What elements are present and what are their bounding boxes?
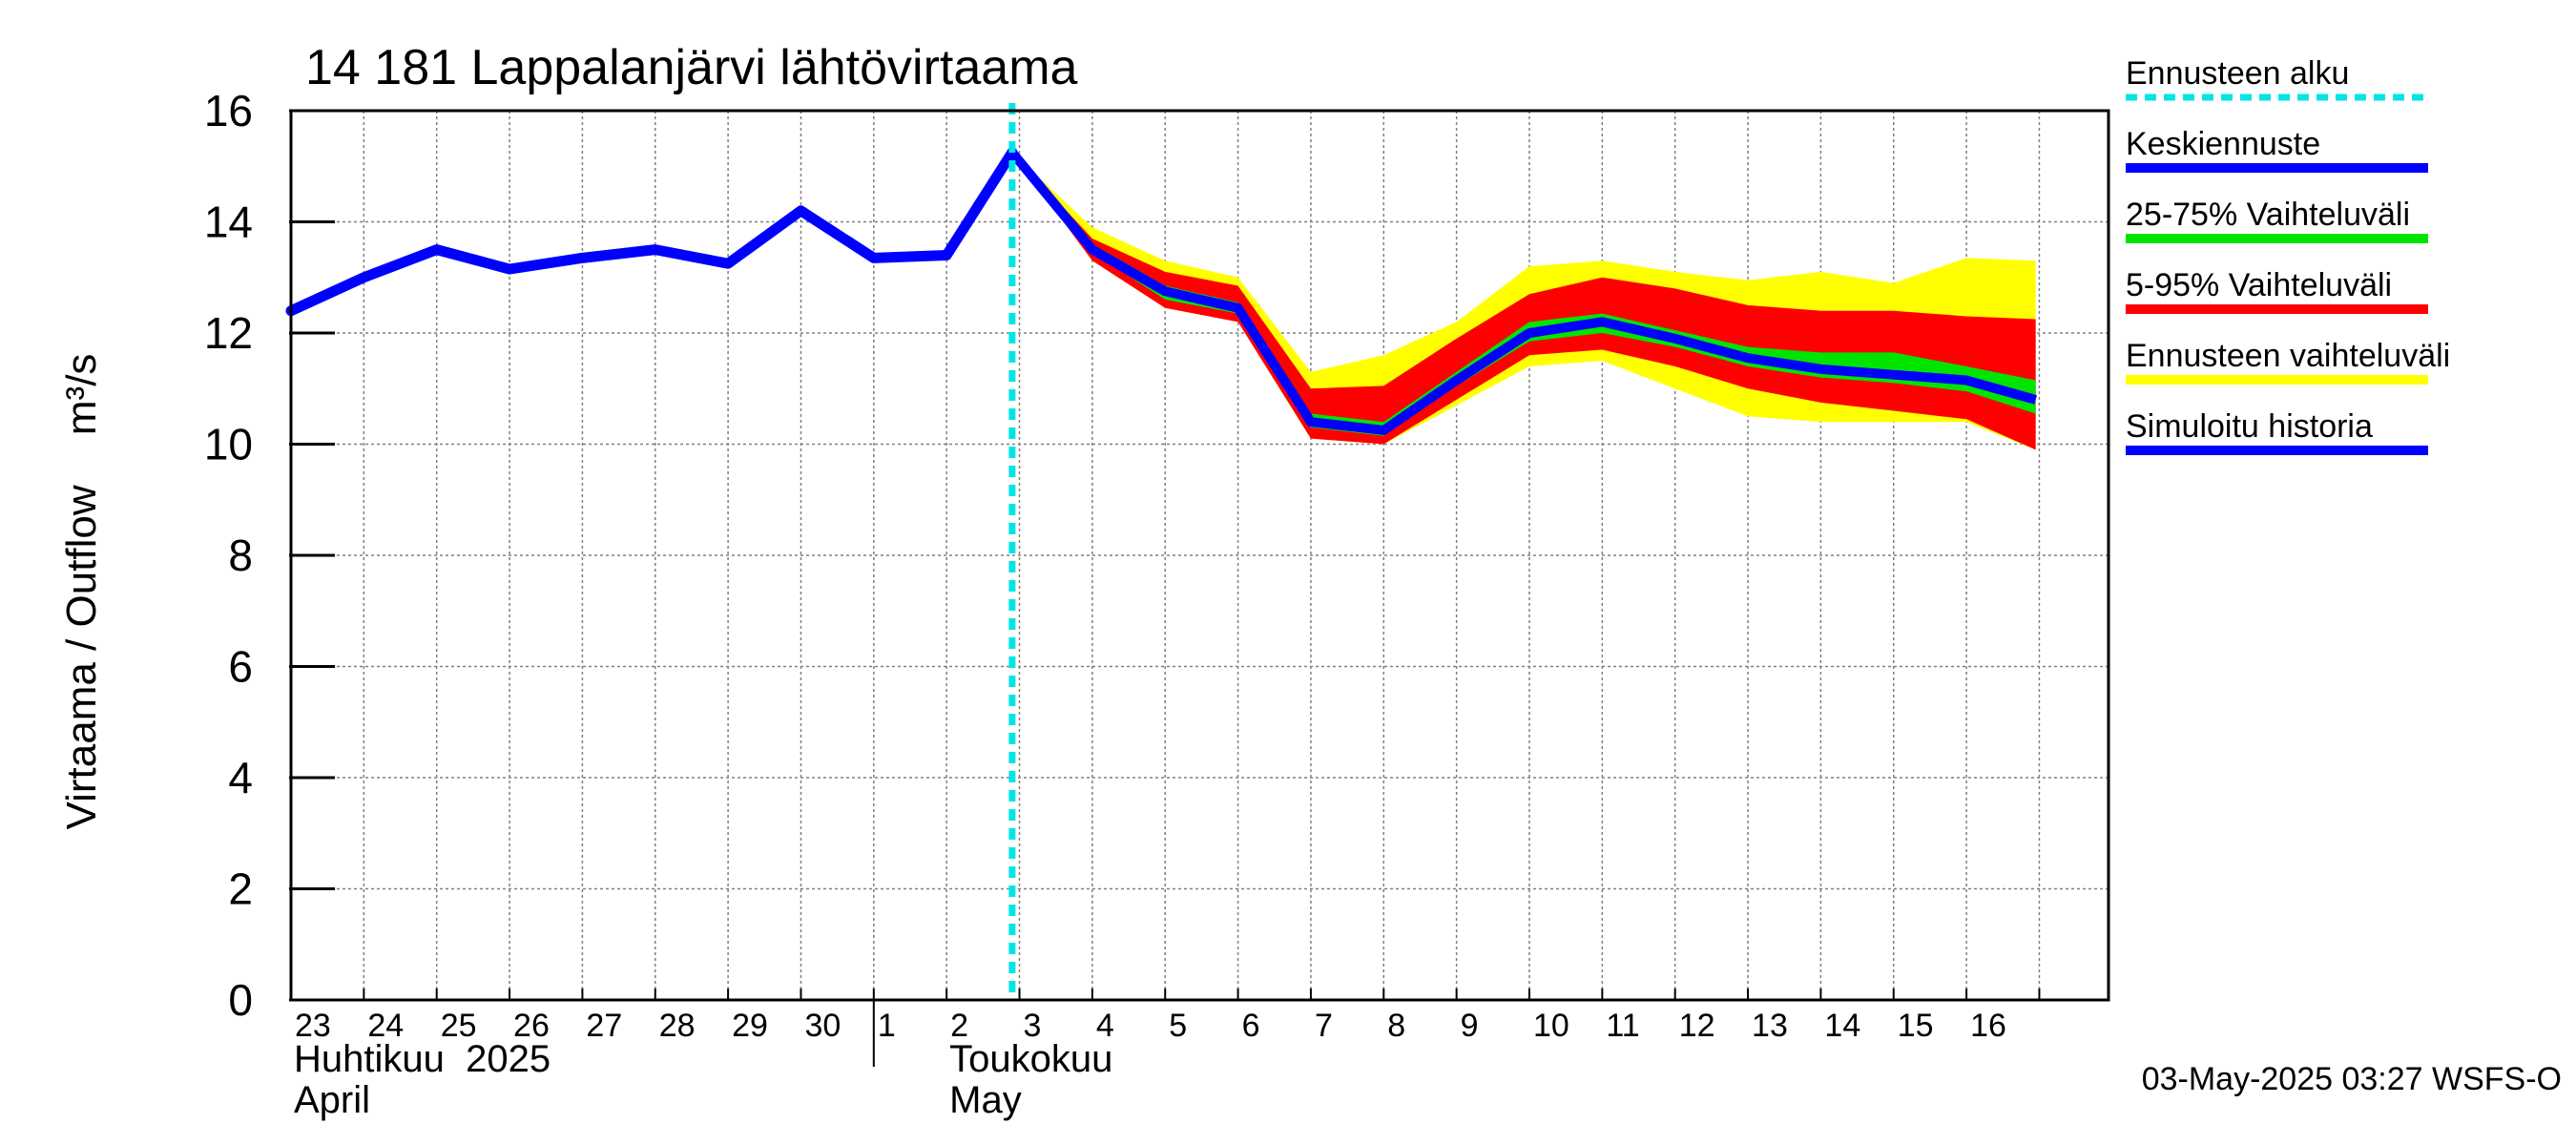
y-tick-label: 4 xyxy=(228,753,253,802)
x-tick-label: 16 xyxy=(1970,1008,2006,1044)
x-tick-label: 2 xyxy=(950,1008,968,1044)
x-tick-label: 27 xyxy=(586,1008,622,1044)
x-tick-label: 24 xyxy=(367,1008,404,1044)
legend-label: 25-75% Vaihteluväli xyxy=(2126,197,2410,233)
x-tick-label: 26 xyxy=(513,1008,550,1044)
grid xyxy=(291,110,2109,1000)
legend-label: Ennusteen vaihteluväli xyxy=(2126,338,2450,374)
y-tick-label: 6 xyxy=(228,642,253,692)
y-tick-label: 8 xyxy=(228,531,253,580)
x-tick-label: 15 xyxy=(1898,1008,1934,1044)
x-tick-label: 3 xyxy=(1024,1008,1042,1044)
x-tick-label: 1 xyxy=(878,1008,896,1044)
x-tick-label: 9 xyxy=(1461,1008,1479,1044)
plot-frame xyxy=(289,109,2110,1002)
x-tick-label: 11 xyxy=(1606,1008,1639,1044)
x-tick-label: 14 xyxy=(1824,1008,1860,1044)
series-median-forecast xyxy=(1008,149,2038,435)
legend-label: Simuloitu historia xyxy=(2126,408,2373,445)
x-tick-label: 25 xyxy=(441,1008,477,1044)
series-simulated-history xyxy=(285,147,1018,317)
x-tick-label: 7 xyxy=(1315,1008,1333,1044)
chart-title: 14 181 Lappalanjärvi lähtövirtaama xyxy=(305,40,1078,95)
month-label-fi: Huhtikuu 2025 xyxy=(294,1038,551,1080)
month-label-en: May xyxy=(949,1079,1022,1121)
x-tick-label: 4 xyxy=(1096,1008,1114,1044)
y-axis-label: Virtaama / Outflow m³/s xyxy=(58,354,105,830)
y-tick-label: 0 xyxy=(228,975,253,1025)
x-tick-label: 29 xyxy=(732,1008,768,1044)
month-label-fi: Toukokuu xyxy=(949,1038,1112,1080)
x-tick-label: 8 xyxy=(1387,1008,1405,1044)
y-tick-label: 16 xyxy=(204,86,253,135)
y-axis-label-unit: m³/s xyxy=(58,354,105,436)
legend: Ennusteen alku Keskiennuste 25-75% Vaihtel… xyxy=(2126,55,2450,455)
x-tick-label: 28 xyxy=(659,1008,696,1044)
axes xyxy=(289,109,2110,1067)
x-tick-label: 13 xyxy=(1752,1008,1788,1044)
y-tick-label: 10 xyxy=(204,420,253,469)
legend-label: Keskiennuste xyxy=(2126,126,2320,162)
y-tick-label: 14 xyxy=(204,198,253,247)
x-tick-label: 12 xyxy=(1679,1008,1715,1044)
x-tick-label: 6 xyxy=(1242,1008,1260,1044)
x-tick-label: 10 xyxy=(1533,1008,1569,1044)
legend-label: 5-95% Vaihteluväli xyxy=(2126,267,2392,303)
x-tick-label: 5 xyxy=(1169,1008,1187,1044)
x-tick-labels: 23 24 25 26 27 28 29 30 1 2 3 4 5 6 7 8 9 10 11 12 13 14 15 16 xyxy=(295,1008,2006,1044)
legend-label: Ennusteen alku xyxy=(2126,55,2349,92)
y-axis-label-text: Virtaama / Outflow xyxy=(58,485,105,829)
timestamp: 03-May-2025 03:27 WSFS-O xyxy=(2142,1061,2562,1097)
svg-text:Virtaama / Outflow m³/s: Virtaama / Outflow m³/s xyxy=(58,354,105,830)
x-tick-label: 23 xyxy=(295,1008,331,1044)
x-tick-label: 30 xyxy=(804,1008,841,1044)
series-lines xyxy=(285,103,2038,1000)
y-tick-label: 12 xyxy=(204,308,253,358)
month-label-en: April xyxy=(294,1079,370,1121)
band-5-95 xyxy=(1011,152,2036,450)
y-tick-label: 2 xyxy=(228,864,253,914)
y-tick-labels: 0 2 4 6 8 10 12 14 16 xyxy=(204,86,253,1025)
